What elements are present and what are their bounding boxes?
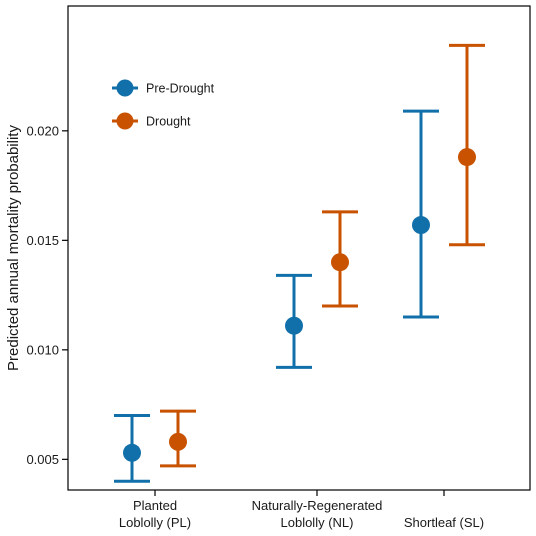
y-axis-title: Predicted annual mortality probability (5, 125, 22, 371)
data-point (169, 432, 187, 451)
error-bar-group (403, 109, 439, 319)
error-bar-group (114, 414, 150, 483)
legend-entry: Drought (112, 112, 191, 130)
y-tick-label: 0.010 (26, 342, 59, 357)
x-category-label: Naturally-Regenerated (252, 498, 383, 513)
data-point (412, 216, 430, 235)
error-bar-group (160, 409, 196, 468)
error-bar-group (322, 210, 358, 308)
legend-entry: Pre-Drought (112, 79, 215, 97)
y-tick-label: 0.020 (26, 123, 59, 138)
y-axis-ticks: 0.005 0.010 0.015 0.020 (26, 123, 68, 467)
legend-marker (116, 79, 134, 97)
legend: Pre-Drought Drought (112, 79, 215, 130)
data-point (331, 253, 349, 272)
x-category-label: Loblolly (NL) (281, 515, 354, 530)
data-point (285, 316, 303, 335)
x-category-label: Planted (133, 498, 177, 513)
plot-frame (67, 5, 531, 491)
x-category-label: Loblolly (PL) (119, 515, 191, 530)
data-point (458, 148, 476, 167)
data-marks (114, 43, 485, 483)
y-tick-label: 0.015 (26, 233, 59, 248)
legend-label: Pre-Drought (146, 82, 215, 96)
error-bar-group (276, 273, 312, 369)
y-tick-label: 0.005 (26, 452, 59, 467)
x-category-label: Shortleaf (SL) (404, 515, 484, 530)
legend-label: Drought (146, 115, 191, 129)
x-axis-categories: Planted Loblolly (PL) Naturally-Regenerate… (119, 490, 484, 530)
data-point (123, 443, 141, 462)
legend-marker (116, 112, 134, 130)
error-bar-group (449, 43, 485, 247)
